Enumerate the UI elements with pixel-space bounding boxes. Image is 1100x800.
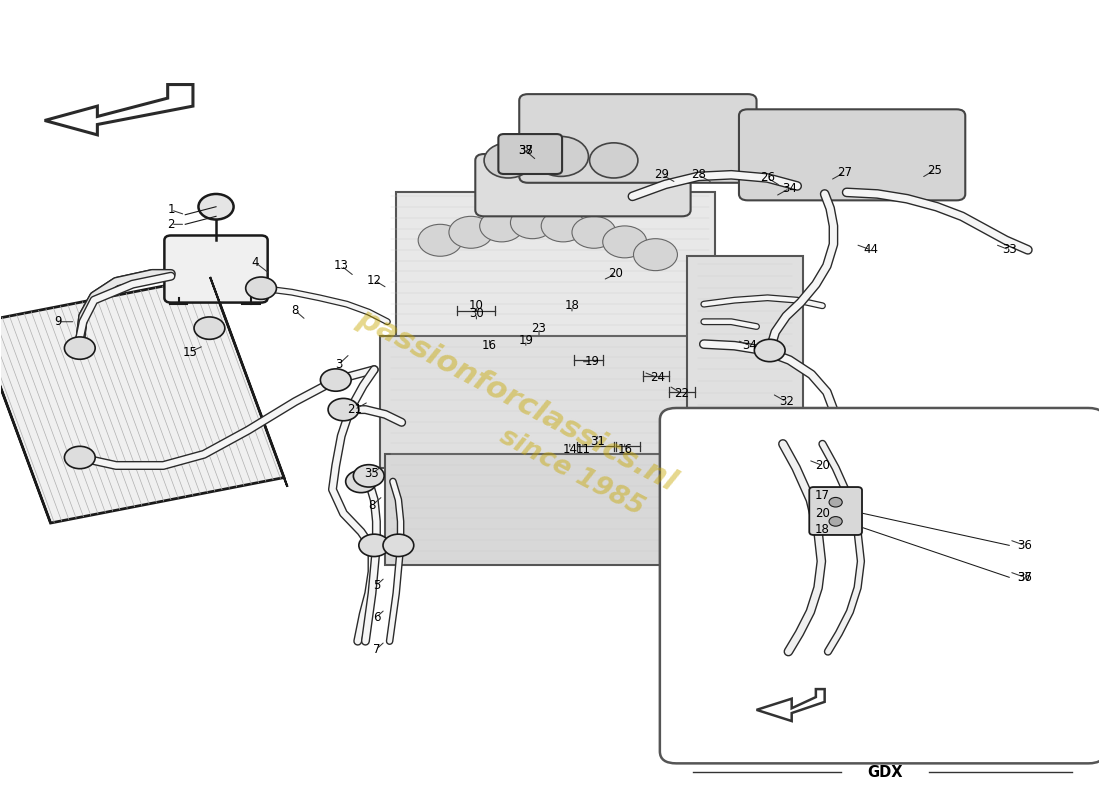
Circle shape	[484, 143, 532, 178]
Circle shape	[328, 398, 359, 421]
Text: 20: 20	[608, 267, 624, 280]
Text: 21: 21	[346, 403, 362, 416]
Text: 36: 36	[1018, 539, 1032, 552]
Text: 37: 37	[518, 144, 534, 158]
Text: passionforclassics.nl: passionforclassics.nl	[352, 303, 682, 497]
FancyBboxPatch shape	[164, 235, 267, 302]
Text: 28: 28	[691, 168, 706, 182]
Circle shape	[572, 216, 616, 248]
Circle shape	[449, 216, 493, 248]
Text: 17: 17	[815, 490, 830, 502]
FancyBboxPatch shape	[396, 192, 715, 352]
Circle shape	[755, 339, 785, 362]
Text: 15: 15	[183, 346, 197, 358]
Text: 32: 32	[779, 395, 793, 408]
Circle shape	[603, 226, 647, 258]
Text: 25: 25	[927, 163, 942, 177]
Text: 36: 36	[1018, 570, 1032, 584]
Text: 29: 29	[654, 168, 670, 182]
Polygon shape	[0, 313, 51, 523]
Text: 34: 34	[742, 339, 758, 352]
Circle shape	[65, 337, 96, 359]
FancyBboxPatch shape	[660, 408, 1100, 763]
Text: 6: 6	[373, 610, 381, 624]
Text: 23: 23	[531, 322, 547, 334]
Text: 8: 8	[368, 499, 376, 512]
Circle shape	[320, 369, 351, 391]
Text: 5: 5	[373, 578, 381, 592]
FancyBboxPatch shape	[739, 110, 966, 200]
Text: 7: 7	[373, 642, 381, 656]
FancyBboxPatch shape	[810, 487, 862, 535]
Circle shape	[345, 470, 376, 493]
Text: 2: 2	[167, 218, 175, 231]
Text: 18: 18	[815, 523, 829, 536]
Text: 4: 4	[252, 256, 260, 269]
Text: since 1985: since 1985	[495, 423, 649, 521]
Text: 22: 22	[674, 387, 690, 400]
Circle shape	[383, 534, 414, 557]
Circle shape	[198, 194, 233, 219]
Text: 18: 18	[564, 299, 580, 312]
Text: 30: 30	[469, 307, 484, 320]
Circle shape	[194, 317, 224, 339]
Circle shape	[541, 210, 585, 242]
Polygon shape	[757, 689, 825, 721]
Text: 44: 44	[864, 243, 878, 256]
Text: 26: 26	[760, 171, 775, 185]
Text: 16: 16	[482, 339, 497, 352]
Text: 8: 8	[292, 304, 299, 317]
Circle shape	[359, 534, 389, 557]
Circle shape	[829, 498, 843, 507]
FancyBboxPatch shape	[498, 134, 562, 174]
Circle shape	[534, 137, 588, 176]
Circle shape	[245, 277, 276, 299]
Circle shape	[418, 224, 462, 256]
Text: GDX: GDX	[867, 765, 903, 780]
Text: 13: 13	[333, 259, 349, 272]
Polygon shape	[0, 277, 284, 523]
Circle shape	[65, 446, 96, 469]
Circle shape	[353, 465, 384, 487]
Text: 3: 3	[336, 358, 343, 370]
Circle shape	[634, 238, 678, 270]
Text: 20: 20	[815, 459, 829, 472]
Circle shape	[829, 517, 843, 526]
Circle shape	[590, 143, 638, 178]
FancyBboxPatch shape	[379, 336, 715, 468]
Text: 10: 10	[469, 299, 484, 312]
Text: 9: 9	[54, 315, 62, 328]
Text: 19: 19	[584, 355, 600, 368]
Text: 31: 31	[590, 435, 605, 448]
Text: 38: 38	[518, 144, 534, 158]
Text: 11: 11	[575, 443, 591, 456]
Text: 14: 14	[562, 443, 578, 456]
Circle shape	[510, 206, 554, 238]
Text: 37: 37	[1018, 570, 1032, 584]
Text: 24: 24	[650, 371, 666, 384]
FancyBboxPatch shape	[385, 454, 698, 566]
Polygon shape	[210, 277, 287, 487]
Circle shape	[480, 210, 524, 242]
Text: 16: 16	[617, 443, 632, 456]
Polygon shape	[45, 85, 192, 135]
Text: 27: 27	[837, 166, 851, 179]
Text: 12: 12	[366, 274, 382, 286]
FancyBboxPatch shape	[688, 256, 803, 436]
Text: 33: 33	[1002, 243, 1016, 256]
Text: 34: 34	[782, 182, 796, 195]
FancyBboxPatch shape	[519, 94, 757, 182]
Text: 20: 20	[815, 507, 829, 520]
Text: 19: 19	[518, 334, 534, 346]
Text: 1: 1	[167, 203, 175, 217]
Text: 35: 35	[365, 467, 380, 480]
FancyBboxPatch shape	[475, 154, 691, 216]
